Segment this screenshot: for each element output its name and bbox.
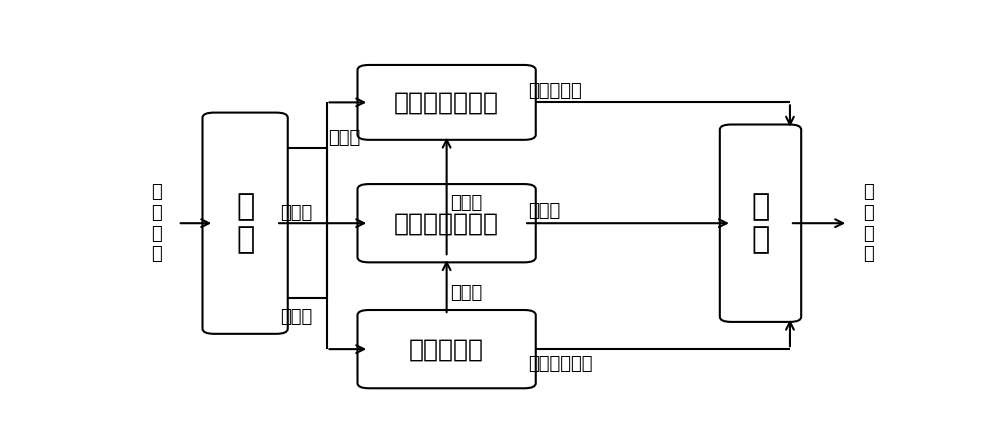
Text: 中馏分: 中馏分 [280, 203, 312, 221]
Text: 轻馏分: 轻馏分 [328, 129, 360, 147]
Text: 抽出油: 抽出油 [450, 284, 483, 302]
FancyBboxPatch shape [357, 310, 536, 388]
Text: 脱硫重馏分: 脱硫重馏分 [528, 82, 582, 100]
Text: 脱硫醇轻馏分: 脱硫醇轻馏分 [528, 355, 592, 373]
Text: 萃取油: 萃取油 [450, 194, 483, 212]
FancyBboxPatch shape [202, 113, 288, 334]
FancyBboxPatch shape [357, 184, 536, 263]
Text: 萃取蒸馏、分离: 萃取蒸馏、分离 [394, 211, 499, 235]
Text: 脱硫醇处理: 脱硫醇处理 [409, 337, 484, 361]
Text: 重馏分: 重馏分 [280, 309, 312, 326]
Text: 萃余油: 萃余油 [528, 202, 560, 221]
Text: 选择性加氢脱硫: 选择性加氢脱硫 [394, 91, 499, 114]
FancyBboxPatch shape [720, 125, 801, 322]
Text: 混
合: 混 合 [751, 192, 770, 255]
Text: 脱
硫
汽
油: 脱 硫 汽 油 [864, 183, 874, 263]
Text: 切
割: 切 割 [236, 192, 254, 255]
Text: 汽
油
原
料: 汽 油 原 料 [151, 183, 161, 263]
FancyBboxPatch shape [357, 65, 536, 140]
